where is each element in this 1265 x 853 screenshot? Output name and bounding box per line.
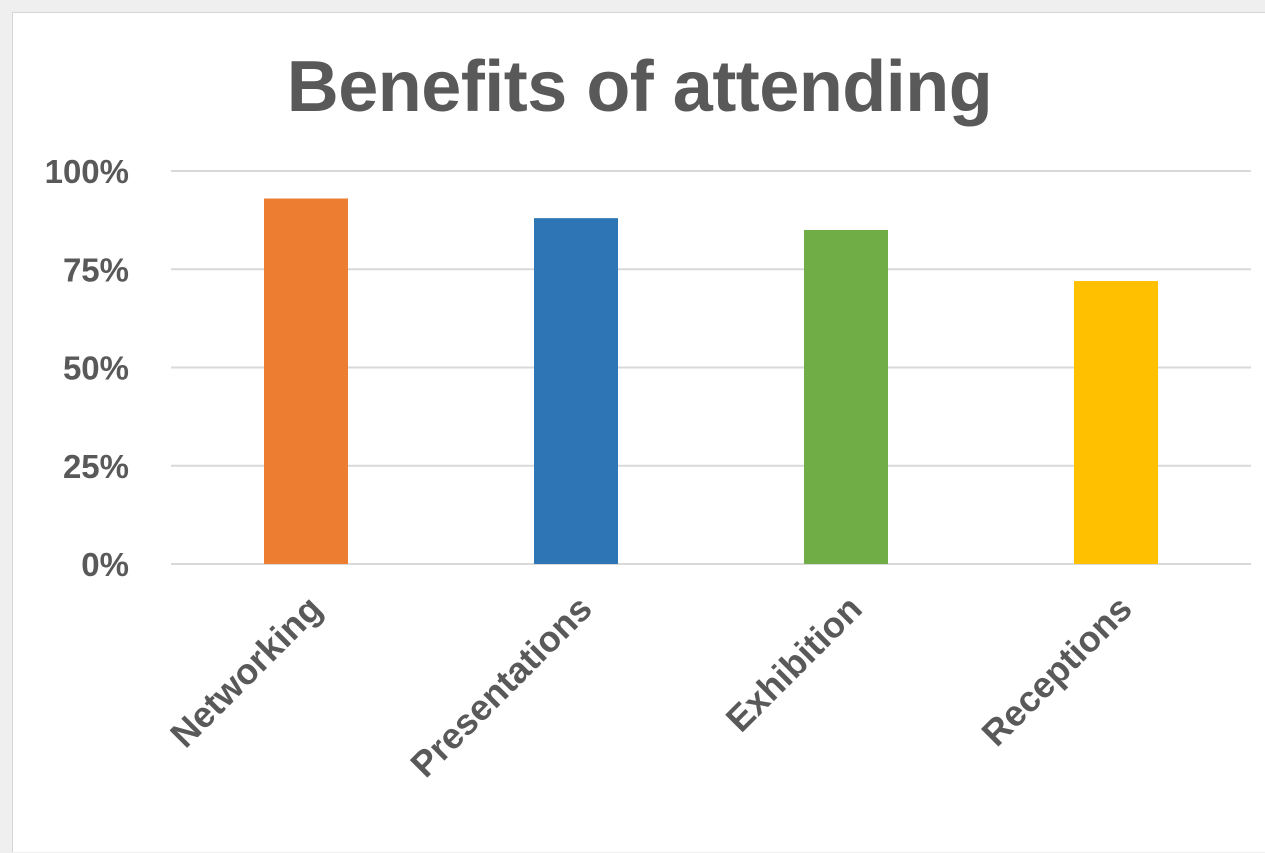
x-category-label: Presentations: [402, 588, 599, 785]
y-tick-label: 75%: [63, 251, 129, 288]
bar-receptions: [1074, 281, 1158, 564]
y-axis-tick-labels: 0% 25% 50% 75% 100%: [45, 153, 129, 583]
y-tick-label: 50%: [63, 350, 129, 387]
chart-title: Benefits of attending: [286, 47, 993, 127]
bar-exhibition: [804, 229, 888, 564]
x-category-label: Exhibition: [718, 588, 870, 740]
x-category-label: Networking: [162, 588, 330, 756]
chart-plot-area: 0% 25% 50% 75% 100% Networking Presentations E…: [45, 153, 1251, 785]
bar-presentations: [534, 218, 618, 564]
y-tick-label: 25%: [63, 448, 129, 485]
bars: [264, 198, 1158, 564]
bar-networking: [264, 198, 348, 564]
chart-container: Benefits of attending 0% 25% 50% 75% 100% Ne…: [12, 12, 1265, 852]
y-tick-label: 0%: [81, 546, 129, 583]
gridlines: [171, 170, 1251, 565]
y-tick-label: 100%: [45, 153, 129, 190]
x-category-label: Receptions: [973, 588, 1139, 754]
x-axis-category-labels: Networking Presentations Exhibition Recepti…: [162, 588, 1140, 785]
